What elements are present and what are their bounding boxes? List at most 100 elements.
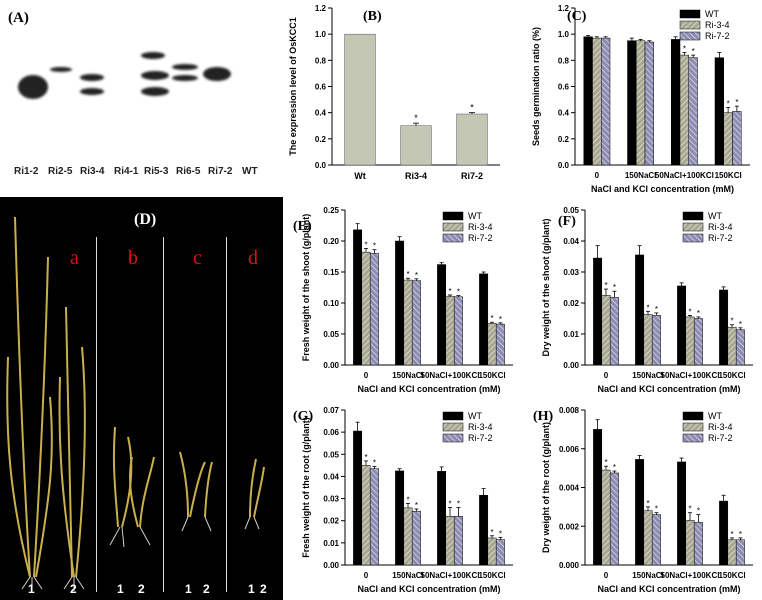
x-axis-label: NaCl and KCl concentration (mM) <box>597 384 740 394</box>
y-tick-label: 0.07 <box>323 406 339 415</box>
plant-number: 1 <box>185 582 192 596</box>
blot-band <box>172 64 198 70</box>
y-tick-label: 0.004 <box>559 484 580 493</box>
bar-ri-7-2 <box>495 539 505 566</box>
significance-mark: * <box>688 307 691 316</box>
x-tick-label: Ri3-4 <box>405 171 427 181</box>
x-tick-label: 150KCl <box>478 371 505 380</box>
bar-ri-3-4 <box>727 539 737 566</box>
bar-wt <box>479 273 489 366</box>
y-tick-label: 0.04 <box>323 472 339 481</box>
bar-ri-7-2 <box>369 253 379 366</box>
significance-mark: * <box>739 320 742 329</box>
legend-label: Ri-3-4 <box>705 20 730 30</box>
y-axis-label: The expression level of OsKCC1 <box>288 17 298 156</box>
x-axis-label: NaCl and KCl concentration (mM) <box>357 384 500 394</box>
x-tick-label: 0 <box>604 371 609 380</box>
legend-label: WT <box>705 9 719 19</box>
chart-shoot-dry-weight: 0.00 0.01 0.02 0.03 0.04 0.05 Dry weight of th… <box>541 206 753 394</box>
y-tick-label: 0.002 <box>559 522 580 531</box>
bar-ri-3-4 <box>592 37 602 166</box>
y-tick-label: 0.00 <box>323 561 339 570</box>
y-axis-label: Dry weight of the root (g/plant) <box>541 422 551 553</box>
y-tick-label: 0.03 <box>323 495 339 504</box>
panel-label-d: (D) <box>134 211 157 228</box>
legend-label: Ri-7-2 <box>705 31 730 41</box>
x-tick-label: 0 <box>604 571 609 580</box>
legend-swatch <box>442 211 464 221</box>
x-tick-label: 50NaCl+100KCl <box>421 571 480 580</box>
bar-wt <box>437 471 447 566</box>
blot-band <box>141 87 169 96</box>
y-tick-label: 0.8 <box>315 56 327 65</box>
legend-swatch <box>442 433 464 443</box>
bar-ri-7-2 <box>688 57 698 166</box>
panel-label-a: (A) <box>8 10 29 26</box>
blot-band <box>50 67 72 72</box>
significance-mark: * <box>457 499 460 508</box>
significance-mark: * <box>414 113 418 123</box>
x-tick-label: Ri7-2 <box>461 171 483 181</box>
bar-ri-3-4 <box>601 295 611 366</box>
plant-illustration <box>6 216 265 591</box>
bar-ri-7-2 <box>735 539 745 566</box>
significance-mark: * <box>470 103 474 113</box>
bar-ri-7-2 <box>693 318 703 366</box>
significance-mark: * <box>697 309 700 318</box>
y-tick-label: 0.00 <box>323 361 339 370</box>
plant-number: 2 <box>70 582 77 596</box>
y-tick-label: 0.06 <box>323 428 339 437</box>
y-tick-label: 0.6 <box>558 83 570 92</box>
significance-mark: * <box>683 44 686 53</box>
bar-ri-7-2 <box>644 41 654 166</box>
blot-band <box>80 88 104 95</box>
legend-swatch <box>682 233 704 243</box>
significance-mark: * <box>490 314 493 323</box>
significance-mark: * <box>448 499 451 508</box>
y-tick-label: 1.0 <box>315 30 327 39</box>
blot-band <box>141 71 169 80</box>
panel-label: (H) <box>533 409 554 424</box>
y-tick-label: 0.000 <box>559 561 580 570</box>
y-tick-label: 1.2 <box>315 4 327 13</box>
significance-mark: * <box>406 495 409 504</box>
bar-wt <box>671 39 681 166</box>
panel-label: (B) <box>363 9 382 24</box>
bar-ri-3-4 <box>487 323 497 366</box>
bar-ri-7-2 <box>735 329 745 366</box>
significance-mark: * <box>364 240 367 249</box>
group-letter: a <box>70 247 79 269</box>
significance-mark: * <box>490 528 493 537</box>
plant-number: 1 <box>28 582 35 596</box>
bar-ri-3-4 <box>361 251 371 366</box>
significance-mark: * <box>406 270 409 279</box>
blot-band <box>203 67 231 81</box>
chart-shoot-fresh-weight: 0.00 0.05 0.10 0.15 0.20 0.25 Fresh weight of … <box>293 206 513 394</box>
legend-label: Ri-3-4 <box>468 222 493 232</box>
lane-label: Ri5-3 <box>144 166 169 177</box>
x-tick-label: 150NaCl <box>392 371 424 380</box>
legend-label: WT <box>468 211 482 221</box>
y-tick-label: 0.00 <box>563 361 579 370</box>
legend-swatch <box>682 422 704 432</box>
legend-label: Ri-7-2 <box>468 433 493 443</box>
plant-number: 2 <box>138 582 145 596</box>
y-tick-label: 0.006 <box>559 445 580 454</box>
bar-wt <box>719 289 729 366</box>
bar-ri-3-4 <box>636 40 646 166</box>
bar-wt <box>353 430 363 566</box>
lane-label: WT <box>242 166 258 177</box>
y-axis-label: Fresh weight of the shoot (g/plant) <box>301 214 311 362</box>
y-tick-label: 0.02 <box>563 299 579 308</box>
legend-swatch <box>682 433 704 443</box>
panel-label: (F) <box>558 214 576 229</box>
x-tick-label: 50NaCl+100KCl <box>421 371 480 380</box>
plant-photo-panel: (D) a b c d 1 2 1 2 1 2 1 2 <box>0 197 283 600</box>
legend-swatch <box>679 31 701 41</box>
bar-wt <box>353 229 363 366</box>
bar-ri-7-2 <box>609 472 619 566</box>
y-tick-label: 0.0 <box>558 161 570 170</box>
legend-label: Ri-3-4 <box>468 422 493 432</box>
legend-swatch <box>679 20 701 30</box>
y-tick-label: 0.008 <box>559 406 580 415</box>
